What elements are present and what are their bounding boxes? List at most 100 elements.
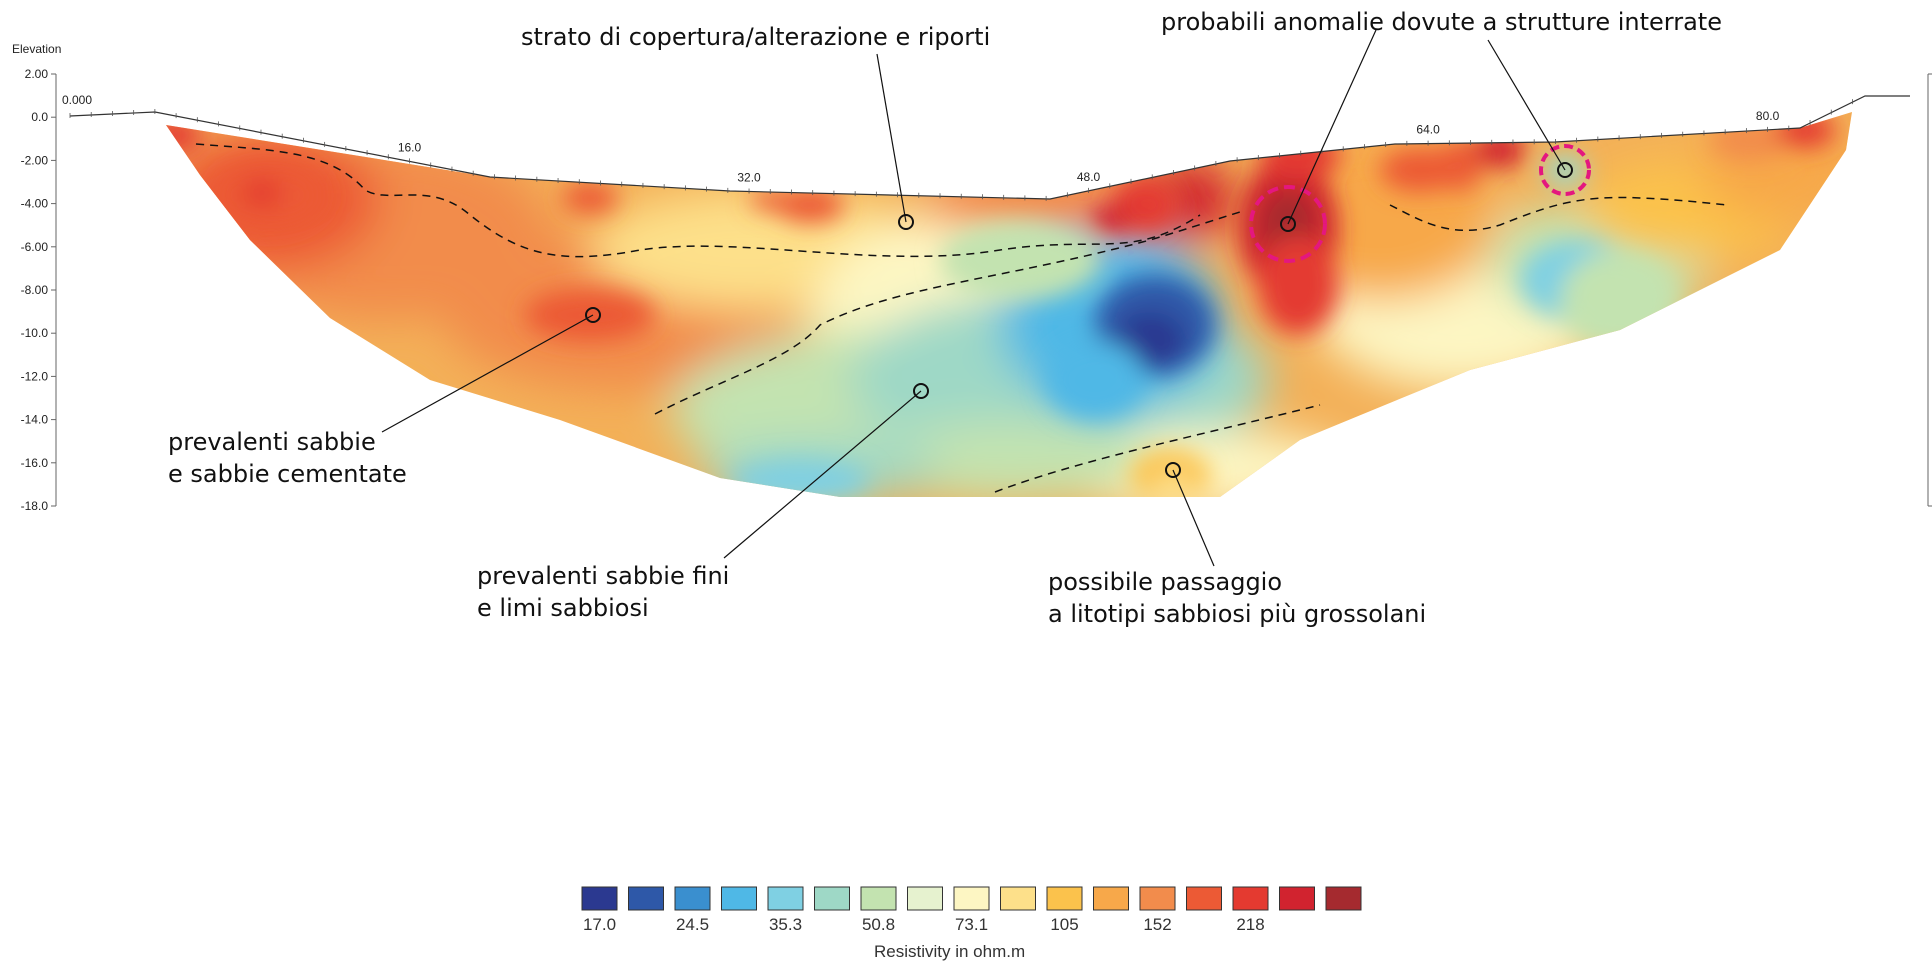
colorbar-swatch [1139,886,1176,911]
marker-passaggio [1165,462,1181,478]
y-tick-label: -14.0 [21,413,49,427]
resistivity-anomaly [166,117,201,153]
anomaly-highlight-large [1249,185,1327,263]
y-tick-label: -6.00 [21,240,49,254]
colorbar-tick-label: 24.5 [676,915,709,934]
x-distance-label: 0.000 [62,93,92,107]
colorbar-swatch [1325,886,1362,911]
interpreted-boundaries [195,143,1731,493]
leader-line-sabbie-fini [723,390,922,559]
x-distance-label: 32.0 [737,170,761,184]
colorbar-swatch [767,886,804,911]
resistivity-region [870,420,1150,497]
y-tick-label: -10.0 [21,326,49,340]
leader-line-sabbie [381,314,594,433]
colorbar-tick-label: 105 [1050,915,1078,934]
anomaly-highlight-small [1539,144,1591,196]
resistivity-anomaly [1474,132,1526,168]
resistivity-anomaly [242,179,282,207]
colorbar-tick-labels: 17.0 24.5 35.3 50.8 73.1 105 152 218 [583,915,1265,934]
marker-sabbie [585,307,601,323]
right-frame [1927,73,1932,507]
annotation-passaggio-line1: possibile passaggio [1048,568,1282,596]
colorbar-swatch [1093,886,1129,911]
resistivity-anomaly [776,187,844,223]
resistivity-anomaly [940,220,1100,300]
annotation-sabbie-fini-line2: e limi sabbiosi [477,594,649,622]
resistivity-anomaly [1088,206,1132,234]
topography-line: 0.000 16.0 32.0 48.0 64.0 80.0 [62,93,1910,201]
colorbar-swatch [581,886,618,911]
colorbar-swatch [721,886,757,911]
anomaly-highlights [1249,144,1591,263]
colorbar-swatch [1279,886,1315,911]
colorbar-tick-label: 35.3 [769,915,802,934]
resistivity-anomaly [1775,112,1835,148]
y-tick-label: -2.00 [21,153,49,167]
annotation-sabbie-line1: prevalenti sabbie [168,428,376,456]
colorbar-tick-label: 152 [1143,915,1171,934]
annotations: strato di copertura/alterazione e riport… [168,8,1722,628]
colorbar-swatch [907,886,943,911]
colorbar-swatch [1000,886,1036,911]
colorbar-legend: 17.0 24.5 35.3 50.8 73.1 105 152 218 Resistivit… [581,886,1362,961]
colorbar-label: Resistivity in ohm.m [874,942,1025,961]
resistivity-anomaly [1380,148,1460,192]
interpreted-boundary [1389,196,1731,232]
x-distance-label: 16.0 [398,140,422,154]
interpreted-boundary [195,143,1201,258]
marker-anomalia-2 [1557,162,1573,178]
resistivity-anomaly [1258,235,1338,335]
y-tick-label: -18.0 [21,499,49,513]
colorbar-tick-label: 218 [1236,915,1264,934]
colorbar-swatch [814,886,850,911]
marker-anomalia-1 [1280,216,1296,232]
colorbar-swatch [1046,886,1083,911]
colorbar-swatch [1186,886,1222,911]
annotation-sabbie-fini-line1: prevalenti sabbie fini [477,562,729,590]
y-axis: Elevation 2.00 0.0 -2.00 -4.00 -6.00 -8.00 -10… [12,42,61,513]
annotation-sabbie-line2: e sabbie cementate [168,460,407,488]
marker-copertura [898,214,914,230]
colorbar-tick-label: 73.1 [955,915,988,934]
colorbar-swatch [860,886,897,911]
y-tick-label: 0.0 [31,110,48,124]
topography-ticks [69,99,1853,201]
y-tick-label: 2.00 [25,67,49,81]
resistivity-anomaly [1710,120,1790,160]
x-distance-label: 64.0 [1416,123,1440,137]
colorbar-tick-label: 50.8 [862,915,895,934]
colorbar-swatch [674,886,711,911]
leader-line-anomalie-1 [1287,29,1377,225]
annotation-anomalie: probabili anomalie dovute a strutture in… [1161,8,1722,36]
resistivity-anomaly [1560,250,1680,350]
x-distance-label: 80.0 [1756,109,1780,123]
resistivity-anomaly [1045,340,1145,420]
colorbar-swatch [628,886,664,911]
resistivity-anomaly [750,190,790,210]
annotation-copertura: strato di copertura/alterazione e riport… [521,23,990,51]
y-tick-label: -12.0 [21,369,49,383]
colorbar-tick-label: 17.0 [583,915,616,934]
y-axis-label: Elevation [12,42,61,56]
y-ticks: 2.00 0.0 -2.00 -4.00 -6.00 -8.00 -10.0 -12.0 -14… [21,67,56,513]
y-tick-label: -8.00 [21,283,49,297]
colorbar-swatch [953,886,990,911]
y-tick-label: -4.00 [21,197,49,211]
x-distance-label: 48.0 [1077,170,1101,184]
leader-line-passaggio [1172,469,1215,567]
colorbar-swatch [1232,886,1269,911]
resistivity-anomaly [525,289,655,341]
resistivity-anomaly [1152,472,1192,496]
leader-line-anomalie-2 [1487,39,1566,171]
colorbar-swatches [581,886,1362,911]
interpreted-boundary [994,404,1321,493]
resistivity-anomaly [1260,131,1340,179]
marker-sabbie-fini [913,383,929,399]
y-tick-label: -16.0 [21,456,49,470]
resistivity-anomaly [562,182,618,214]
x-distance-labels: 0.000 16.0 32.0 48.0 64.0 80.0 [62,93,1780,184]
topography-profile [69,95,1910,200]
leader-line-copertura [876,53,907,223]
